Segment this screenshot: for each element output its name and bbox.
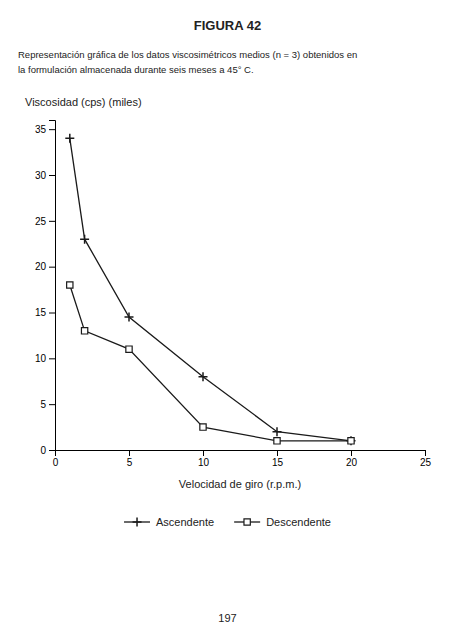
point-symbol	[65, 134, 74, 143]
x-tick-line	[351, 450, 352, 456]
y-tick-label: 10	[35, 353, 47, 364]
x-tick-line	[425, 450, 426, 456]
y-tick: 25	[35, 216, 55, 227]
series-line	[70, 138, 351, 441]
point	[273, 427, 282, 436]
title: FIGURA 42	[194, 18, 261, 33]
x-tick-line	[129, 450, 130, 456]
point-symbol	[200, 424, 206, 430]
series-line	[70, 285, 351, 441]
y-tick: 0	[40, 445, 55, 456]
y-tick-label: 0	[40, 445, 46, 456]
x-tick: 10	[198, 450, 210, 468]
point-symbol	[126, 346, 132, 352]
legend-symbol	[244, 519, 250, 525]
chart: FIGURA 42 Representación gráfica de los d…	[0, 0, 455, 640]
x-tick-label: 25	[420, 457, 432, 468]
y-tick-label: 15	[35, 307, 47, 318]
plot: 0 5 10 15 20 25 0 5 10 15 20 25 30 35 Velocidad de gir…	[25, 96, 431, 490]
subtitle: la formulación almacenada durante seis m…	[18, 64, 254, 75]
x-tick-label: 5	[127, 457, 133, 468]
legend-swatch	[234, 519, 260, 525]
x-tick-label: 10	[198, 457, 210, 468]
y-tick: 20	[35, 261, 55, 272]
point	[126, 346, 132, 352]
x-axis-line	[56, 451, 426, 457]
point	[347, 436, 356, 445]
point-symbol	[80, 235, 89, 244]
y-tick-line	[49, 313, 55, 314]
point	[348, 438, 354, 444]
y-tick-line	[49, 358, 55, 359]
point-symbol	[67, 282, 73, 288]
point-symbol	[274, 438, 280, 444]
point	[125, 313, 134, 322]
legend-marker	[244, 519, 250, 525]
y-tick-label: 20	[35, 261, 47, 272]
x-axis: 0 5 10 15 20 25	[53, 450, 432, 468]
legend-item: Descendente	[234, 516, 331, 528]
x-tick-line	[203, 450, 204, 456]
point-symbol	[199, 372, 208, 381]
legend-marker	[133, 518, 142, 527]
y-tick-label: 30	[35, 170, 47, 181]
x-tick: 0	[53, 450, 59, 468]
x-tick-label: 20	[346, 457, 358, 468]
y-axis-title: Viscosidad (cps) (miles)	[25, 96, 142, 108]
y-tick: 10	[35, 353, 55, 364]
y-tick-label: 25	[35, 216, 47, 227]
point	[274, 438, 280, 444]
x-tick-label: 0	[53, 457, 59, 468]
point-symbol	[273, 427, 282, 436]
point-symbol	[81, 328, 87, 334]
point	[200, 424, 206, 430]
subtitle: Representación gráfica de los datos visc…	[18, 49, 357, 60]
marks	[65, 134, 355, 446]
point	[81, 328, 87, 334]
y-tick-line	[49, 404, 55, 405]
point	[80, 235, 89, 244]
y-axis: 0 5 10 15 20 25 30 35	[35, 121, 56, 456]
annotation: 197	[218, 612, 236, 624]
y-tick-line	[49, 450, 55, 451]
x-tick-line	[277, 450, 278, 456]
y-tick: 5	[40, 399, 55, 410]
point-symbol	[348, 438, 354, 444]
legend-swatch	[124, 518, 150, 527]
legend-label: Descendente	[266, 516, 331, 528]
x-axis-title: Velocidad de giro (r.p.m.)	[179, 478, 301, 490]
y-tick-line	[49, 221, 55, 222]
y-tick-line	[49, 175, 55, 176]
legend-item: Ascendente	[124, 516, 214, 528]
legend: Ascendente Descendente	[124, 516, 331, 528]
point	[65, 134, 74, 143]
y-tick-label: 5	[40, 399, 46, 410]
y-tick: 35	[35, 124, 55, 135]
point-symbol	[347, 436, 356, 445]
x-tick: 20	[346, 450, 358, 468]
x-tick: 5	[127, 450, 133, 468]
y-tick: 30	[35, 170, 55, 181]
x-tick: 25	[420, 450, 432, 468]
point	[67, 282, 73, 288]
chart-container: FIGURA 42 Representación gráfica de los d…	[0, 0, 455, 640]
y-axis-line	[49, 121, 56, 451]
x-tick-label: 15	[272, 457, 284, 468]
y-tick-line	[49, 129, 55, 130]
y-tick-label: 35	[35, 124, 47, 135]
legend-label: Ascendente	[156, 516, 214, 528]
x-tick: 15	[272, 450, 284, 468]
point	[199, 372, 208, 381]
point-symbol	[125, 313, 134, 322]
y-tick-line	[49, 267, 55, 268]
legend-symbol	[133, 518, 142, 527]
y-tick: 15	[35, 307, 55, 318]
